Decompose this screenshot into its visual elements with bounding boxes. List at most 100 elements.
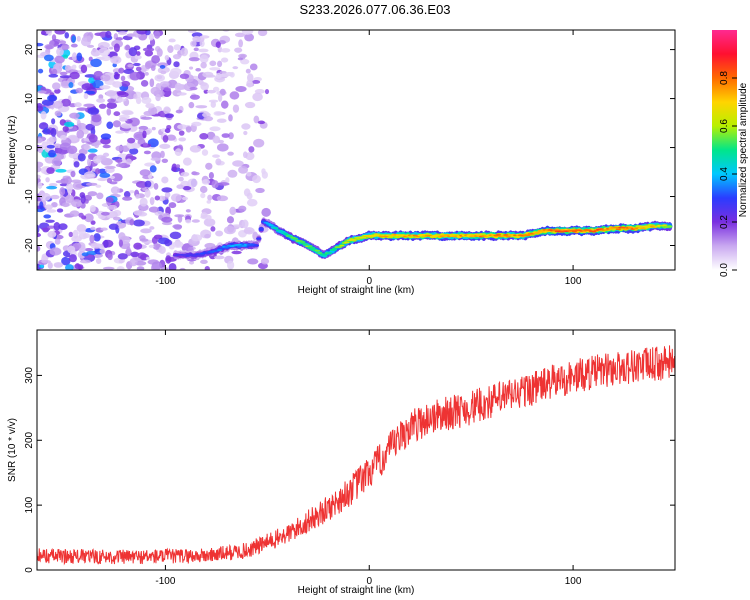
spectrogram-noise-blob: [69, 254, 77, 263]
spectrogram-noise-blob: [87, 157, 92, 167]
spectrogram-noise-blob: [102, 144, 111, 149]
spectrogram-noise-blob: [129, 147, 139, 155]
spectrogram-noise-blob: [189, 66, 194, 70]
spectrogram-noise-blob: [185, 219, 192, 224]
spectrogram-noise-blob: [173, 61, 180, 68]
spectrogram-noise-blob: [155, 93, 161, 102]
spectrogram-x-tick-label: -100: [155, 276, 175, 287]
spectrogram-noise-blob: [115, 37, 123, 41]
spectrogram-ridge-cell: [256, 237, 262, 240]
spectrogram-ridge-cell: [627, 226, 634, 229]
spectrogram-noise-blob: [46, 185, 58, 190]
spectrogram-y-tick-label: -20: [24, 238, 35, 253]
spectrogram-noise-blob: [160, 266, 169, 270]
spectrogram-noise-blob: [192, 35, 202, 43]
spectrogram-noise-blob: [99, 32, 106, 38]
spectrogram-noise-blob: [248, 146, 255, 153]
spectrogram-noise-blob: [158, 195, 166, 202]
spectrogram-noise-blob: [123, 68, 135, 74]
spectrogram-noise-blob: [139, 197, 148, 207]
spectrogram-noise-blob: [216, 60, 223, 68]
spectrogram-noise-blob: [85, 123, 95, 131]
spectrogram-noise-blob: [48, 73, 59, 78]
snr-x-tick-label: -100: [155, 576, 175, 587]
snr-panel: -100 0 100 0 100 200 300 Height of straight l…: [7, 329, 676, 596]
spectrogram-noise-blob: [159, 64, 166, 69]
spectrogram-noise-blob: [116, 266, 125, 270]
spectrogram-x-ticks: -100 0 100: [155, 30, 582, 287]
spectrogram-noise-blob: [227, 151, 234, 156]
spectrogram-ridge-cell: [224, 246, 230, 248]
spectrogram-noise-blob: [178, 176, 184, 182]
spectrogram-noise-blob: [54, 30, 66, 35]
spectrogram-noise-blob: [153, 182, 159, 190]
spectrogram-noise-blob: [128, 47, 138, 57]
spectrogram-noise-blob: [88, 77, 95, 84]
spectrogram-noise-blob: [210, 101, 216, 108]
spectrogram-noise-blob: [237, 57, 244, 61]
spectrogram-x-label: Height of straight line (km): [298, 285, 415, 296]
snr-series-line: [37, 345, 675, 566]
spectrogram-noise-blob: [204, 233, 211, 239]
spectrogram-noise-blob: [48, 149, 56, 158]
spectrogram-noise-blob: [136, 51, 141, 56]
spectrogram-noise-blob: [241, 30, 254, 35]
spectrogram-noise-blob: [154, 74, 166, 82]
spectrogram-noise-blob: [160, 70, 167, 75]
spectrogram-noise-blob: [175, 164, 181, 168]
spectrogram-noise-blob: [117, 31, 128, 35]
spectrogram-noise-blob: [228, 132, 234, 140]
spectrogram-noise-blob: [113, 57, 120, 61]
spectrogram-noise-blob: [215, 230, 224, 237]
spectrogram-noise-blob: [123, 190, 131, 198]
spectrogram-noise-blob: [93, 233, 101, 242]
spectrogram-ridge-cell: [253, 244, 259, 247]
spectrogram-noise-blob: [152, 243, 161, 250]
spectrogram-noise-blob: [148, 244, 155, 248]
snr-y-tick-label: 0: [24, 567, 35, 573]
spectrogram-noise-blob: [60, 134, 67, 141]
spectrogram-noise-blob: [71, 35, 76, 43]
spectrogram-ridge-cell: [613, 226, 619, 229]
spectrogram-noise-blob: [106, 121, 114, 129]
spectrogram-noise-blob: [244, 101, 256, 109]
spectrogram-noise-blob: [235, 85, 247, 93]
spectrogram-noise-blob: [80, 194, 86, 204]
spectrogram-ridge-cell: [336, 246, 343, 249]
spectrogram-noise-blob: [49, 247, 62, 256]
spectrogram-noise-blob: [113, 111, 121, 117]
spectrogram-noise-blob: [191, 219, 200, 223]
spectrogram-ridge-cell: [420, 233, 426, 236]
spectrogram-noise-blob: [56, 47, 64, 56]
spectrogram-noise-blob: [47, 262, 53, 269]
spectrogram-noise-blob: [150, 64, 156, 72]
spectrogram-noise-blob: [106, 102, 118, 109]
spectrogram-noise-blob: [78, 212, 84, 218]
spectrogram-noise-blob: [68, 82, 74, 89]
spectrogram-noise-blob: [191, 32, 203, 38]
spectrogram-noise-blob: [106, 177, 113, 184]
spectrogram-noise-blob: [95, 184, 102, 188]
spectrogram-noise-blob: [125, 158, 132, 165]
spectrogram-noise-blob: [54, 88, 61, 94]
spectrogram-noise-blob: [252, 92, 263, 102]
spectrogram-noise-blob: [133, 210, 145, 216]
spectrogram-noise-blob: [219, 70, 227, 74]
spectrogram-noise-blob: [135, 193, 140, 199]
spectrogram-noise-blob: [86, 35, 92, 43]
spectrogram-noise-blob: [144, 180, 152, 188]
spectrogram-noise-blob: [149, 78, 155, 88]
spectrogram-noise-blob: [255, 187, 265, 194]
spectrogram-noise-blob: [217, 182, 230, 186]
spectrogram-noise-blob: [198, 48, 209, 53]
spectrogram-noise-blob: [188, 101, 195, 109]
spectrogram-noise-blob: [189, 260, 195, 265]
spectrogram-noise-blob: [145, 256, 151, 261]
spectrogram-noise-blob: [100, 55, 111, 62]
spectrogram-noise-blob: [64, 176, 72, 185]
spectrogram-noise-blob: [220, 57, 229, 63]
spectrogram-ridge-cell: [571, 230, 577, 233]
spectrogram-noise-blob: [158, 246, 166, 254]
spectrogram-noise-blob: [204, 265, 210, 270]
spectrogram-noise-blob: [206, 89, 217, 94]
